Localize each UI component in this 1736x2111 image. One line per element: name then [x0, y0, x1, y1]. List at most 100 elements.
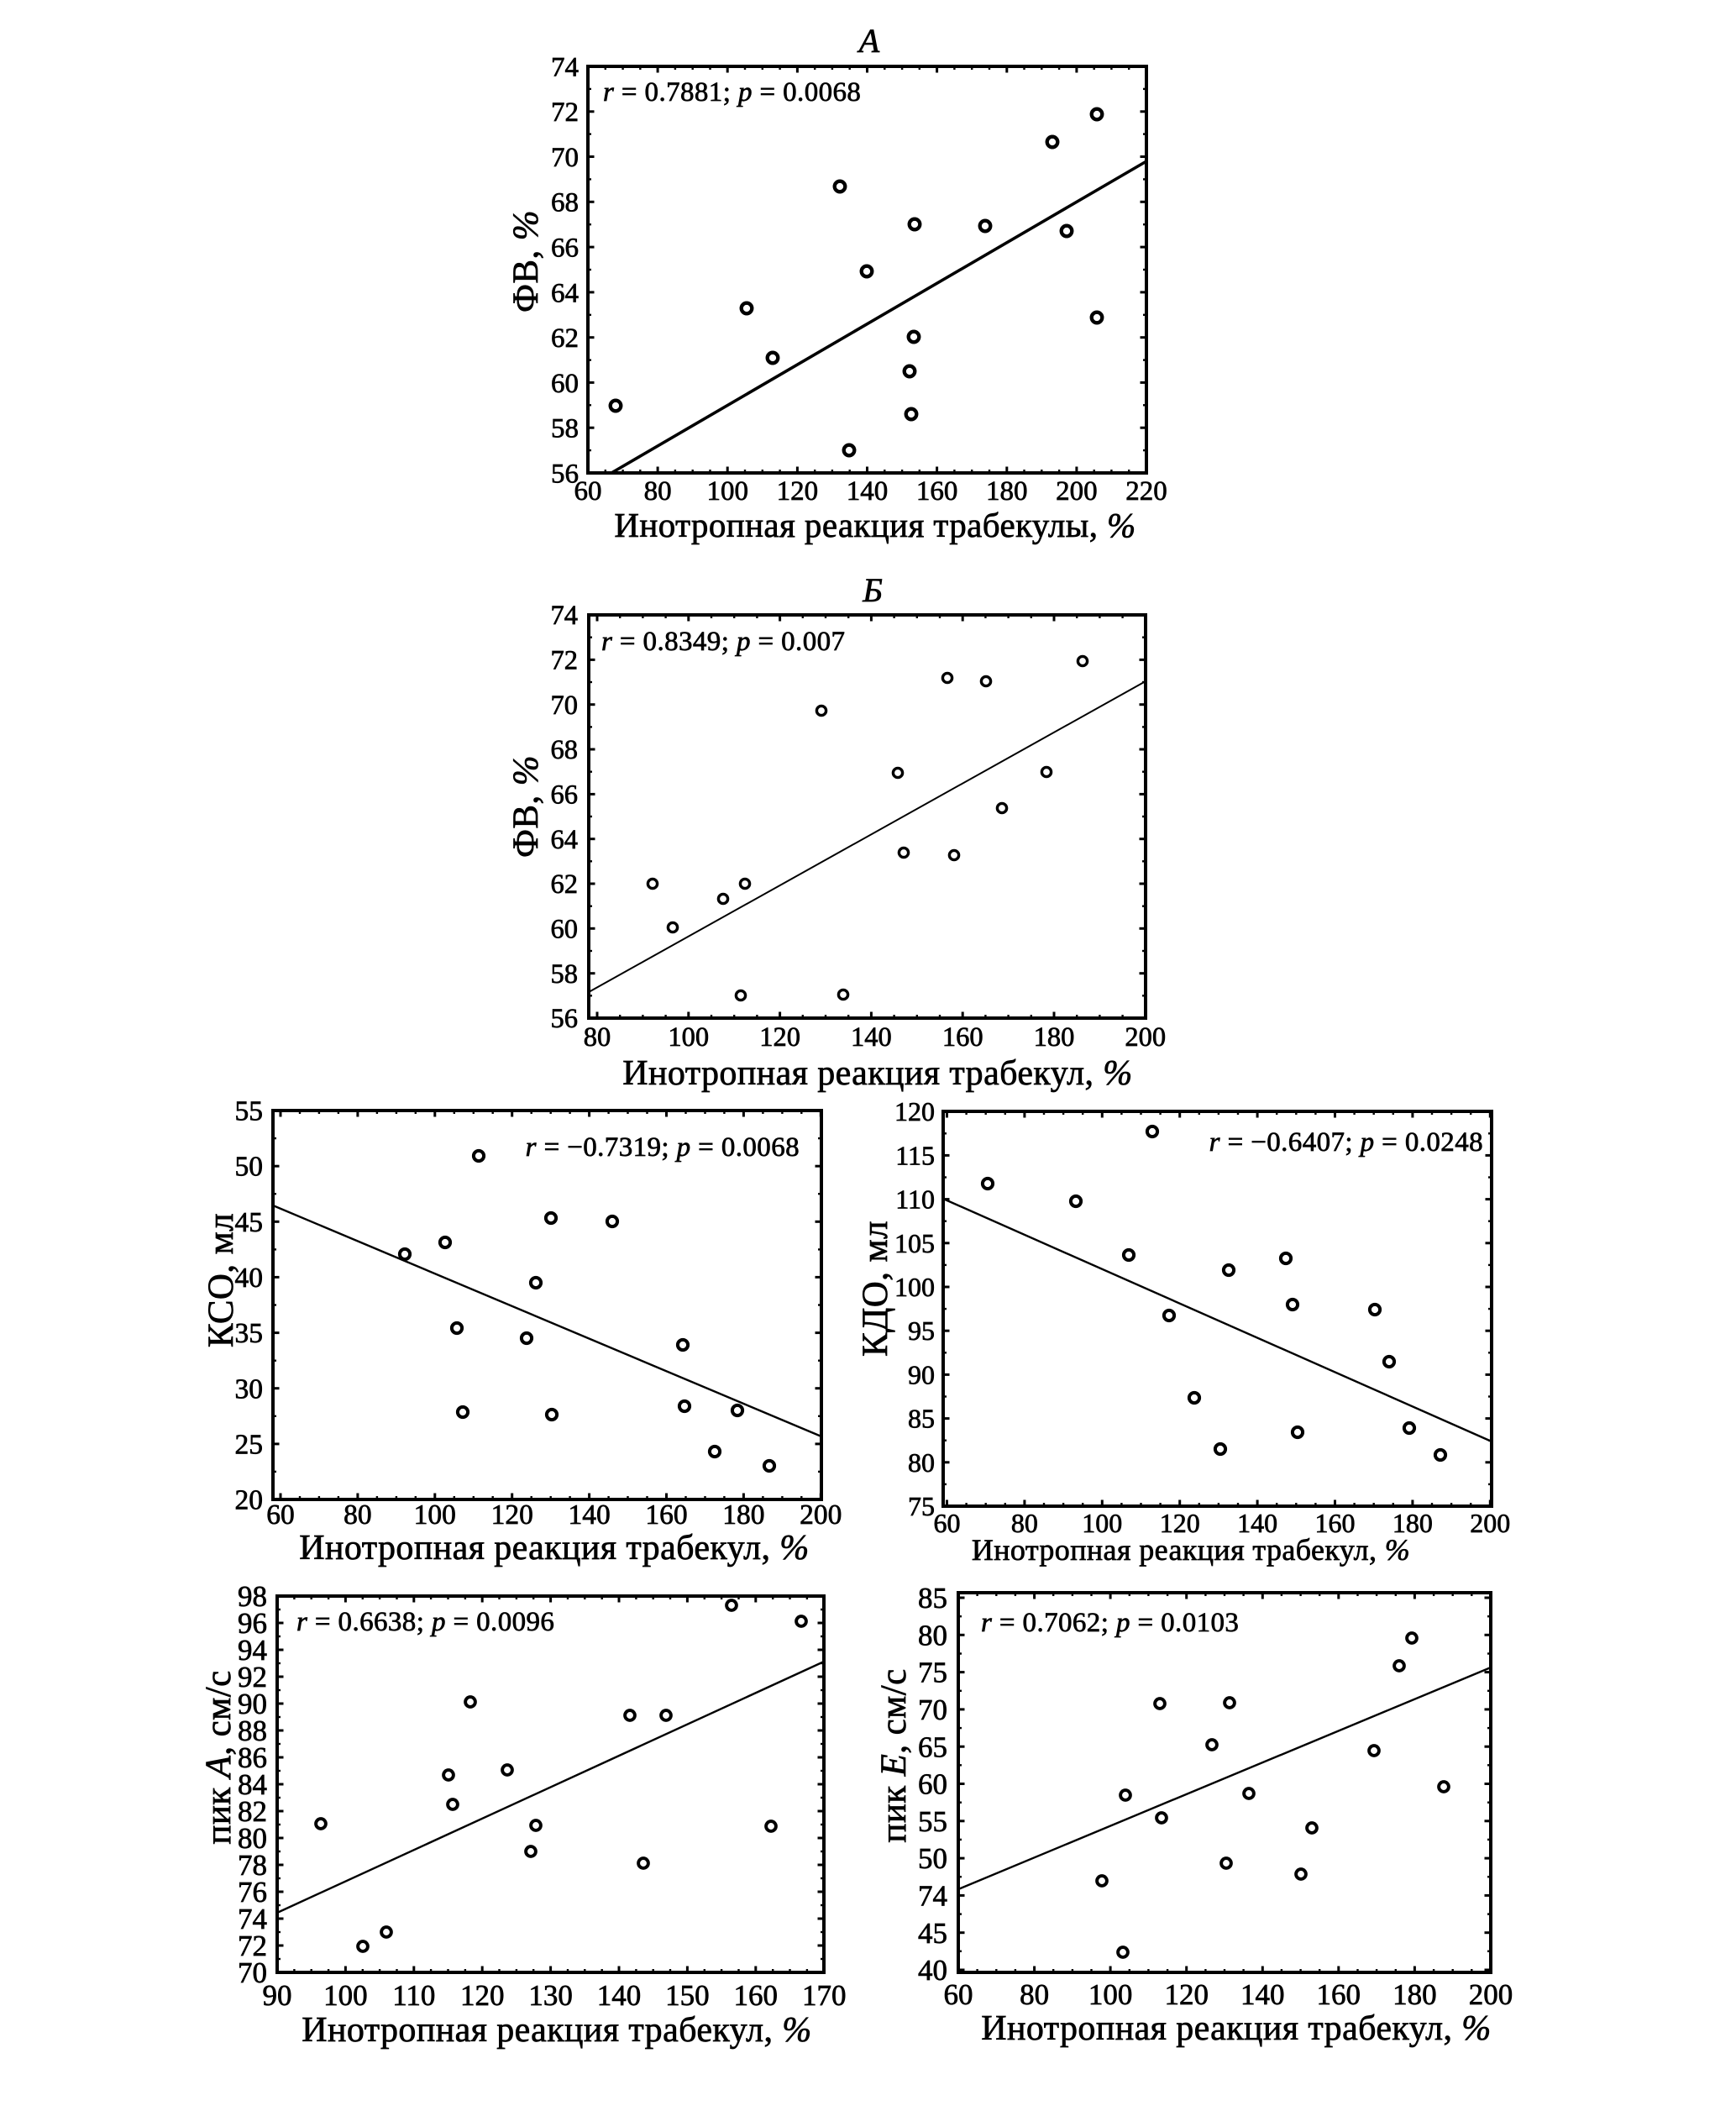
svg-text:r = 0.7881; p = 0.0068: r = 0.7881; p = 0.0068 [603, 77, 861, 108]
svg-text:90: 90 [908, 1359, 935, 1389]
svg-text:160: 160 [1315, 1508, 1356, 1538]
svg-text:95: 95 [908, 1315, 935, 1346]
svg-text:140: 140 [597, 1979, 642, 2012]
svg-text:74: 74 [551, 601, 579, 631]
svg-text:160: 160 [645, 1499, 687, 1531]
svg-text:200: 200 [1056, 476, 1098, 507]
svg-text:80: 80 [1020, 1978, 1049, 2011]
svg-text:120: 120 [894, 1096, 935, 1126]
svg-text:72: 72 [551, 97, 579, 128]
svg-text:94: 94 [238, 1634, 267, 1667]
svg-text:150: 150 [665, 1979, 710, 2012]
svg-text:86: 86 [238, 1741, 267, 1774]
svg-text:r = 0.8349; p = 0.007: r = 0.8349; p = 0.007 [601, 627, 845, 657]
svg-text:160: 160 [734, 1979, 779, 2012]
svg-text:Инотропная реакция трабекул, %: Инотропная реакция трабекул, % [622, 1054, 1132, 1093]
svg-text:75: 75 [908, 1491, 935, 1521]
svg-text:100: 100 [706, 476, 748, 507]
svg-text:72: 72 [551, 646, 579, 676]
svg-text:64: 64 [551, 825, 579, 855]
svg-text:62: 62 [551, 323, 579, 354]
svg-text:КДО, мл: КДО, мл [856, 1221, 895, 1357]
svg-text:Инотропная реакция трабекул, %: Инотропная реакция трабекул, % [299, 1529, 809, 1567]
svg-text:56: 56 [551, 1004, 579, 1034]
svg-text:60: 60 [551, 369, 579, 399]
svg-text:160: 160 [1317, 1978, 1361, 2011]
svg-text:180: 180 [986, 476, 1028, 507]
svg-text:55: 55 [918, 1805, 947, 1838]
svg-text:220: 220 [1125, 476, 1167, 507]
svg-text:74: 74 [918, 1880, 947, 1913]
svg-text:70: 70 [551, 691, 579, 721]
svg-text:Б: Б [862, 571, 883, 609]
svg-text:100: 100 [323, 1979, 368, 2012]
svg-text:56: 56 [551, 459, 579, 489]
svg-text:82: 82 [238, 1795, 267, 1828]
svg-text:58: 58 [551, 959, 579, 990]
svg-text:115: 115 [895, 1140, 935, 1170]
svg-text:35: 35 [235, 1318, 264, 1349]
svg-text:96: 96 [238, 1607, 267, 1640]
svg-text:А: А [857, 22, 880, 60]
svg-text:100: 100 [668, 1022, 709, 1053]
svg-text:160: 160 [942, 1022, 983, 1053]
svg-text:200: 200 [1469, 1978, 1513, 2011]
svg-text:75: 75 [918, 1657, 947, 1689]
svg-text:140: 140 [568, 1499, 610, 1531]
svg-text:200: 200 [800, 1499, 842, 1531]
svg-text:70: 70 [918, 1694, 947, 1726]
svg-text:130: 130 [528, 1979, 573, 2012]
svg-text:85: 85 [908, 1404, 935, 1434]
svg-text:180: 180 [1392, 1508, 1433, 1538]
svg-text:пик E, см/с: пик E, см/с [874, 1668, 914, 1842]
svg-text:180: 180 [1034, 1022, 1075, 1053]
svg-text:90: 90 [263, 1979, 292, 2012]
svg-text:98: 98 [238, 1580, 267, 1613]
svg-text:100: 100 [414, 1499, 456, 1531]
svg-text:120: 120 [777, 476, 819, 507]
svg-text:66: 66 [551, 780, 579, 811]
svg-text:140: 140 [847, 476, 889, 507]
svg-text:200: 200 [1470, 1508, 1510, 1538]
svg-text:100: 100 [1082, 1508, 1122, 1538]
svg-text:30: 30 [235, 1373, 264, 1405]
svg-text:58: 58 [551, 414, 579, 444]
svg-text:140: 140 [1240, 1978, 1285, 2011]
svg-text:85: 85 [918, 1582, 947, 1615]
svg-text:120: 120 [759, 1022, 800, 1053]
svg-text:105: 105 [894, 1228, 935, 1258]
svg-text:80: 80 [1011, 1508, 1038, 1538]
svg-text:20: 20 [235, 1485, 264, 1516]
svg-text:пик A, см/с: пик A, см/с [199, 1670, 239, 1844]
svg-text:66: 66 [551, 234, 579, 264]
svg-text:120: 120 [1160, 1508, 1200, 1538]
svg-text:110: 110 [392, 1979, 435, 2012]
svg-text:25: 25 [235, 1429, 264, 1460]
svg-text:60: 60 [266, 1499, 295, 1531]
svg-text:70: 70 [551, 143, 579, 173]
svg-text:120: 120 [491, 1499, 533, 1531]
svg-text:100: 100 [894, 1272, 935, 1302]
svg-text:160: 160 [916, 476, 958, 507]
svg-text:68: 68 [551, 735, 579, 765]
svg-text:76: 76 [238, 1876, 267, 1909]
svg-text:180: 180 [1392, 1978, 1437, 2011]
svg-text:40: 40 [235, 1263, 264, 1294]
svg-text:40: 40 [918, 1954, 947, 1987]
svg-text:84: 84 [238, 1768, 267, 1801]
svg-text:120: 120 [460, 1979, 505, 2012]
svg-text:r = −0.7319; p = 0.0068: r = −0.7319; p = 0.0068 [526, 1132, 800, 1163]
svg-text:110: 110 [895, 1184, 935, 1215]
svg-text:Инотропная реакция трабекул, %: Инотропная реакция трабекул, % [972, 1533, 1410, 1567]
svg-text:74: 74 [551, 52, 579, 82]
svg-text:50: 50 [918, 1842, 947, 1875]
svg-text:92: 92 [238, 1661, 267, 1694]
svg-text:60: 60 [934, 1508, 961, 1538]
svg-text:100: 100 [1088, 1978, 1133, 2011]
svg-text:200: 200 [1125, 1022, 1166, 1053]
svg-text:88: 88 [238, 1715, 267, 1747]
svg-text:60: 60 [944, 1978, 973, 2011]
svg-text:90: 90 [238, 1688, 267, 1720]
svg-text:80: 80 [344, 1499, 372, 1531]
svg-text:74: 74 [238, 1903, 267, 1935]
